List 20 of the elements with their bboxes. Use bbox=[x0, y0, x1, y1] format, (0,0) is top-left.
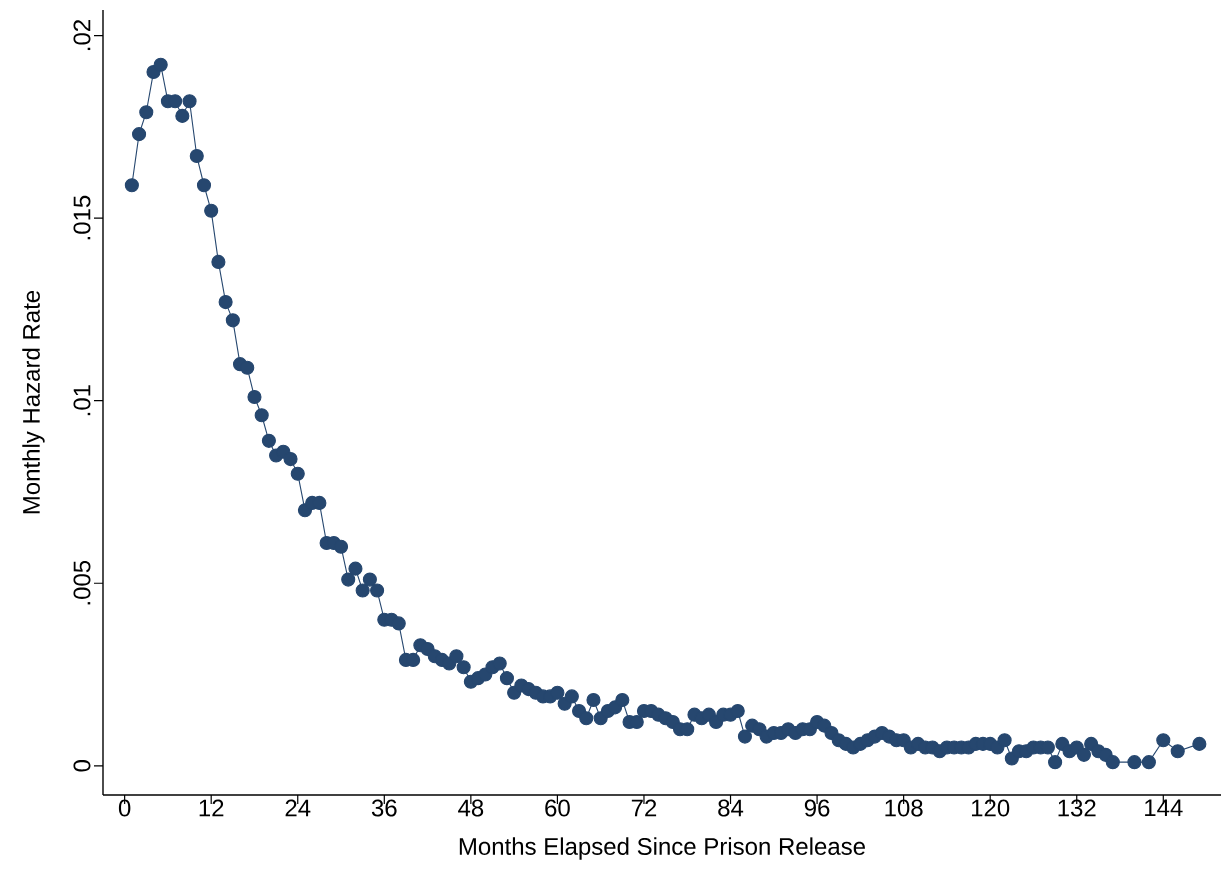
x-tick-label: 72 bbox=[631, 799, 657, 817]
x-tick-label: 132 bbox=[1058, 799, 1096, 817]
x-tick-label: 96 bbox=[804, 799, 830, 817]
x-tick-label: 0 bbox=[118, 799, 131, 817]
x-tick-label: 60 bbox=[545, 799, 570, 817]
x-tick-label: 120 bbox=[971, 799, 1010, 817]
x-tick-label: 108 bbox=[885, 799, 923, 817]
x-tick-label: 24 bbox=[285, 799, 311, 817]
y-tick-label: .02 bbox=[73, 20, 91, 51]
y-tick-label: .01 bbox=[73, 385, 91, 416]
x-axis-title: Months Elapsed Since Prison Release bbox=[459, 837, 865, 860]
y-tick-label: .015 bbox=[73, 195, 91, 240]
y-axis-title: Monthly Hazard Rate bbox=[22, 290, 45, 514]
y-tick-label: 0 bbox=[73, 760, 91, 772]
x-tick-label: 144 bbox=[1145, 799, 1183, 817]
x-tick-label: 48 bbox=[458, 799, 484, 817]
y-tick-label: .005 bbox=[73, 560, 91, 605]
x-tick-label: 36 bbox=[371, 799, 397, 817]
x-tick-label: 12 bbox=[199, 799, 224, 817]
x-tick-label: 84 bbox=[718, 799, 744, 817]
